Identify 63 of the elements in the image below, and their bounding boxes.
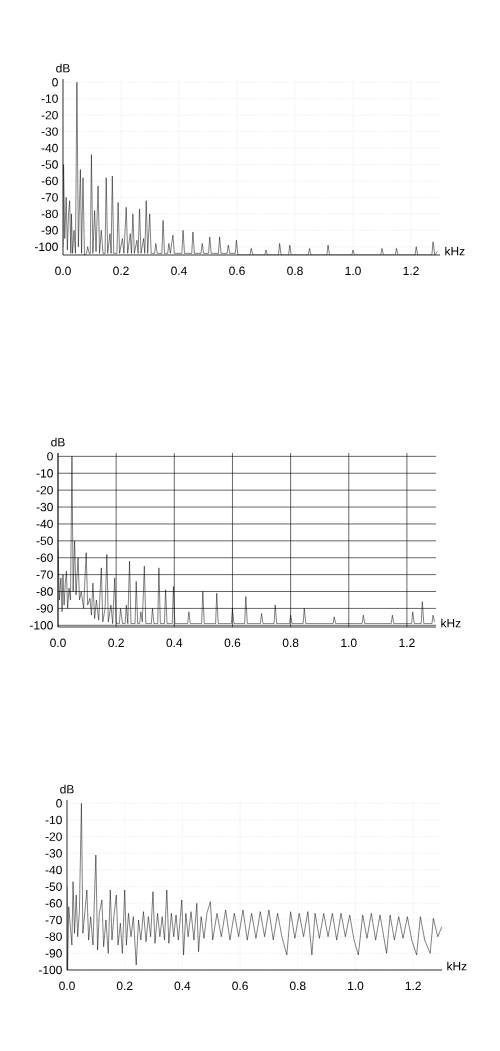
y-tick-label: -80 (45, 932, 62, 941)
y-tick-label: -70 (41, 193, 58, 202)
y-tick-label: -80 (41, 209, 58, 219)
y-tick-label: -40 (36, 519, 53, 529)
y-tick-label: -30 (45, 849, 62, 858)
x-axis-title: kHz (445, 246, 465, 256)
y-tick-label: 0 (52, 78, 58, 87)
x-tick-label: 0.0 (55, 266, 71, 276)
x-tick-label: 1.0 (341, 638, 357, 648)
x-tick-label: 0.0 (59, 981, 75, 991)
x-tick-label: 0.6 (224, 638, 241, 648)
x-tick-label: 0.6 (229, 266, 245, 276)
y-tick-label: -90 (41, 226, 58, 235)
x-tick-label: 0.4 (174, 981, 191, 991)
y-tick-label: -80 (36, 587, 53, 596)
x-tick-label: 0.8 (289, 981, 306, 991)
y-tick-label: -100 (38, 965, 62, 975)
y-tick-label: -20 (45, 832, 62, 841)
x-tick-label: 1.2 (399, 638, 415, 647)
y-tick-label: -100 (34, 242, 58, 251)
x-tick-label: 0.4 (166, 638, 183, 648)
x-tick-label: 1.0 (348, 981, 364, 991)
y-tick-label: -30 (36, 502, 53, 512)
y-tick-label: -90 (45, 949, 62, 958)
y-tick-label: -60 (45, 899, 62, 908)
x-tick-label: 0.8 (287, 266, 303, 276)
x-tick-label: 0.0 (50, 638, 66, 648)
x-axis-title: kHz (447, 961, 467, 971)
y-tick-label: -20 (41, 110, 58, 120)
y-tick-label: -10 (36, 469, 53, 478)
x-tick-label: 1.0 (345, 266, 361, 276)
x-tick-label: 0.2 (116, 981, 133, 991)
y-tick-label: -20 (36, 485, 53, 495)
y-tick-label: -40 (45, 865, 62, 875)
line-series (67, 803, 442, 970)
line-series (58, 456, 435, 624)
x-tick-label: 0.8 (282, 638, 299, 648)
x-tick-label: 0.4 (171, 266, 187, 276)
x-tick-label: 1.2 (405, 981, 421, 990)
y-tick-label: 0 (47, 452, 53, 461)
y-tick-label: -70 (36, 570, 53, 579)
y-tick-label: -90 (36, 604, 53, 613)
y-tick-label: -100 (29, 621, 53, 630)
y-tick-label: -70 (45, 915, 62, 925)
x-tick-label: 1.2 (403, 266, 419, 275)
y-axis-title: dB (60, 784, 74, 794)
x-tick-label: 0.2 (113, 266, 129, 276)
y-tick-label: -60 (41, 176, 58, 186)
line-series (63, 82, 438, 255)
x-tick-label: 0.2 (108, 638, 124, 648)
x-axis-title: kHz (441, 618, 461, 628)
y-tick-label: 0 (56, 799, 62, 808)
y-tick-label: -10 (41, 94, 58, 103)
y-tick-label: -50 (41, 160, 58, 169)
y-tick-label: -40 (41, 143, 58, 153)
y-tick-label: -10 (45, 815, 62, 825)
y-tick-label: -30 (41, 127, 58, 136)
y-axis-title: dB (56, 63, 70, 73)
y-tick-label: -50 (45, 882, 62, 891)
x-tick-label: 0.6 (232, 981, 248, 991)
y-tick-label: -60 (36, 553, 53, 562)
y-tick-label: -50 (36, 536, 53, 546)
y-axis-title: dB (51, 437, 65, 447)
